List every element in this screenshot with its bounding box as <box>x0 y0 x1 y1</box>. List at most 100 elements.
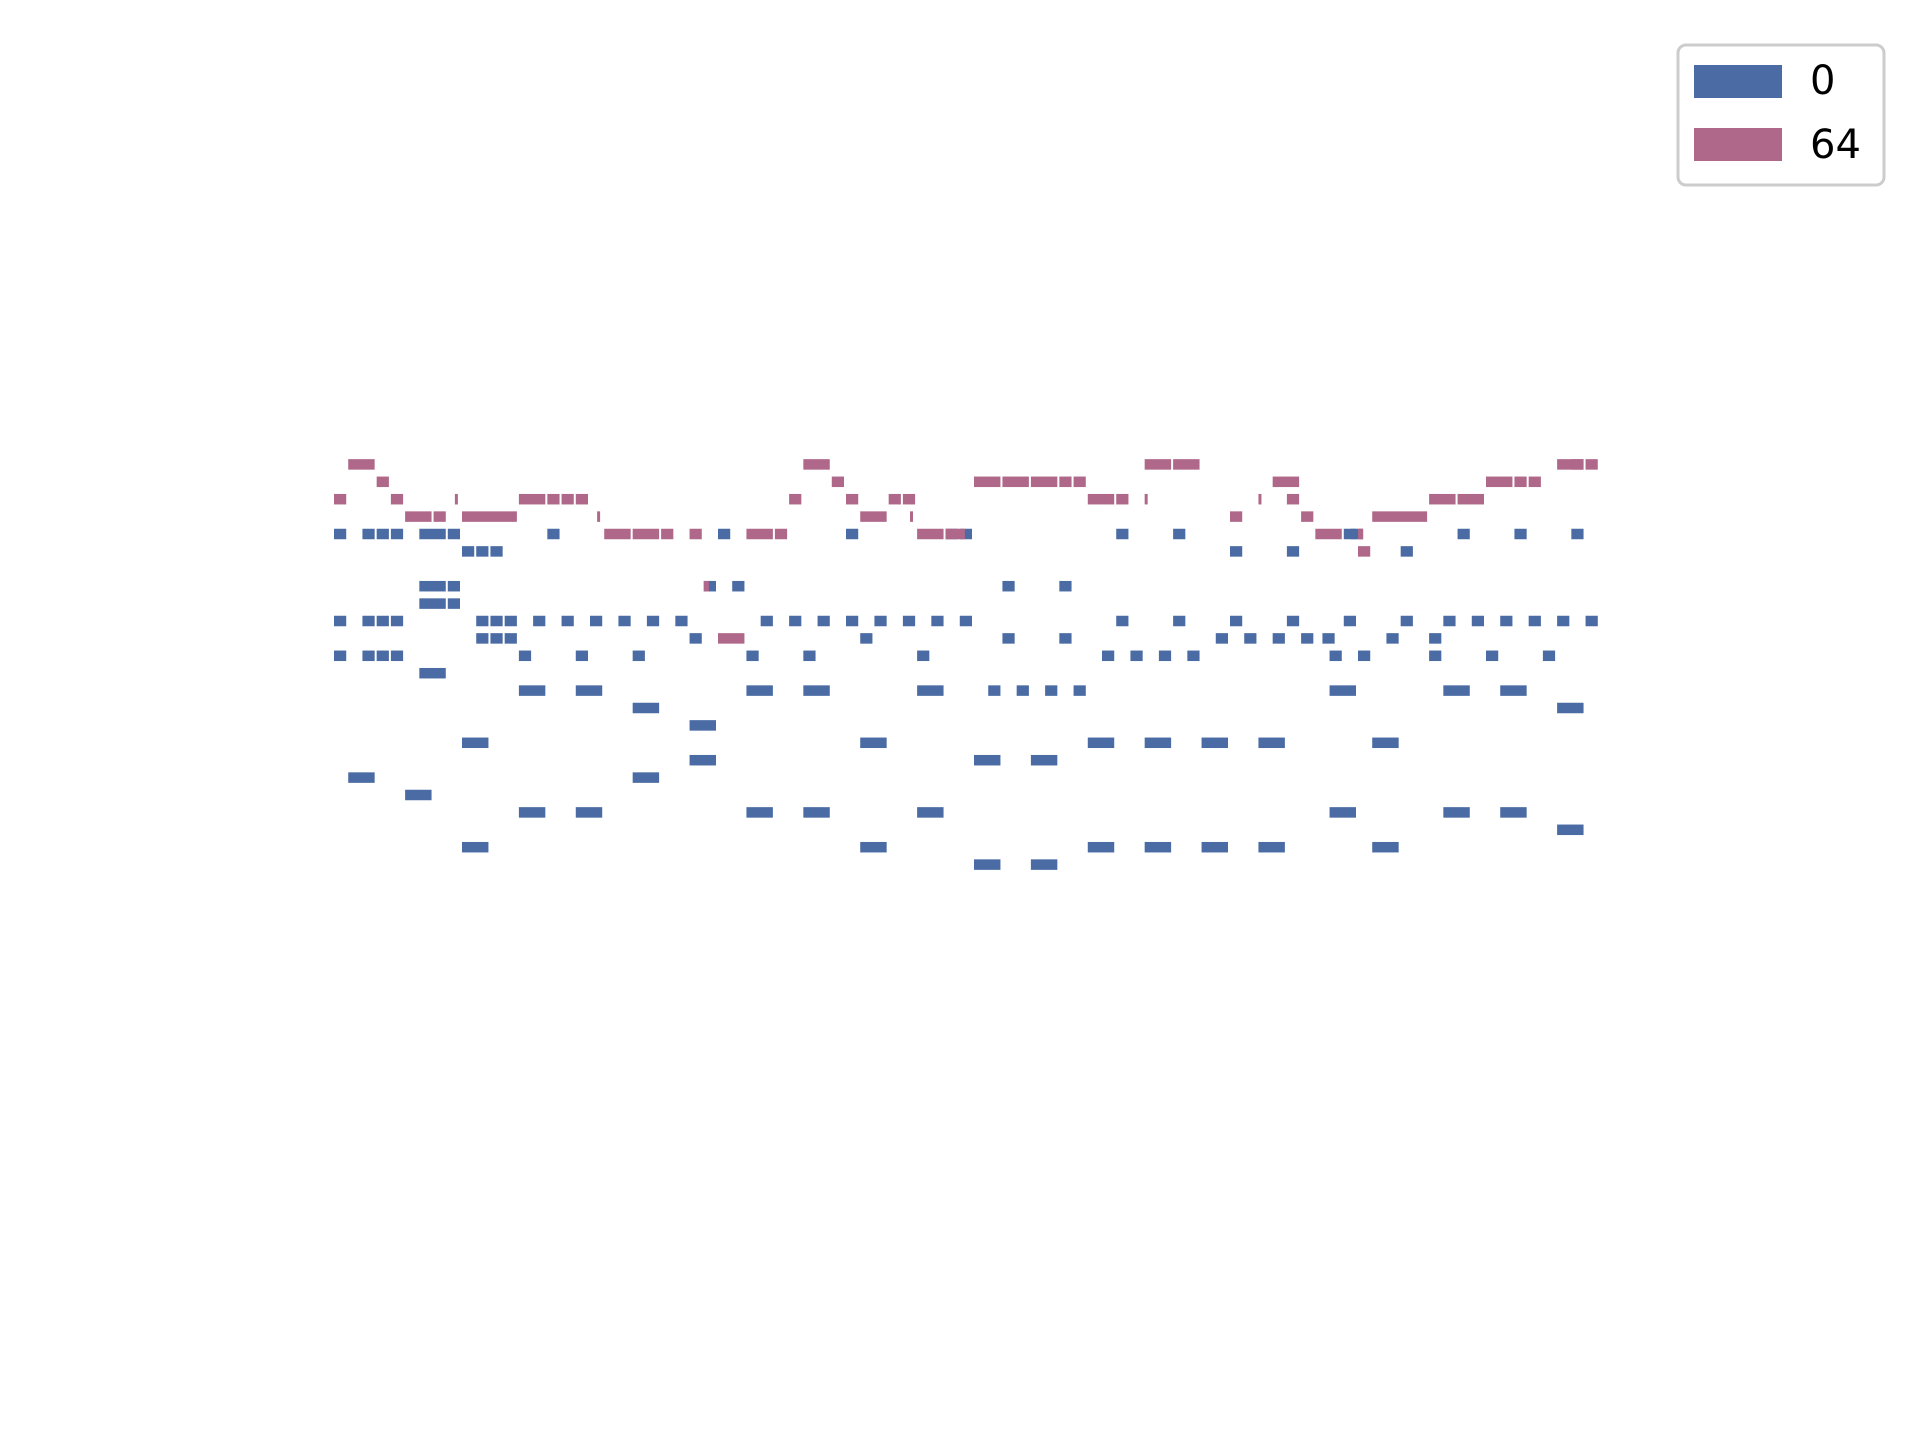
note-series-0-141 <box>1258 841 1285 853</box>
note-series-0-62 <box>1585 615 1598 627</box>
note-series-1-15 <box>1486 476 1513 488</box>
note-series-1-16 <box>1514 476 1527 488</box>
note-series-0-66 <box>490 633 503 644</box>
note-series-0-111 <box>632 702 660 714</box>
note-series-0-130 <box>803 807 830 818</box>
note-series-0-41 <box>646 615 660 627</box>
note-series-1-34 <box>1429 493 1456 505</box>
note-series-0-35 <box>490 615 503 627</box>
note-series-1-28 <box>902 493 916 505</box>
note-series-0-136 <box>462 841 489 853</box>
note-series-0-123 <box>1030 754 1058 766</box>
note-series-0-96 <box>1486 650 1499 662</box>
note-series-0-142 <box>1372 841 1399 853</box>
note-series-1-51 <box>917 528 944 540</box>
note-series-0-106 <box>1045 685 1058 696</box>
note-series-0-101 <box>746 685 773 696</box>
note-series-0-90 <box>1130 650 1143 662</box>
note-series-0-29 <box>1059 580 1072 592</box>
note-series-0-49 <box>931 615 944 627</box>
note-series-0-18 <box>1343 528 1356 540</box>
note-series-0-63 <box>419 598 446 609</box>
note-series-0-30 <box>334 615 347 627</box>
note-series-1-17 <box>1528 476 1541 488</box>
series-0-notes <box>334 528 1598 870</box>
note-series-0-48 <box>902 615 916 627</box>
note-series-0-21 <box>1457 528 1470 540</box>
note-series-0-127 <box>518 807 546 818</box>
note-series-0-37 <box>533 615 546 627</box>
note-series-0-131 <box>917 807 944 818</box>
note-series-0-40 <box>618 615 631 627</box>
note-series-0-75 <box>1301 633 1314 644</box>
note-series-1-41 <box>910 511 913 522</box>
note-series-1-11 <box>1030 476 1058 488</box>
note-series-0-56 <box>1400 615 1413 627</box>
note-series-0-9 <box>547 528 560 540</box>
note-series-1-0 <box>348 459 375 470</box>
note-series-0-82 <box>390 650 404 662</box>
note-series-0-55 <box>1343 615 1356 627</box>
note-series-1-53 <box>1315 528 1342 540</box>
note-series-0-107 <box>1073 685 1086 696</box>
note-series-0-74 <box>1272 633 1285 644</box>
note-series-0-15 <box>1173 528 1186 540</box>
note-series-0-64 <box>447 598 460 609</box>
note-series-0-14 <box>1116 528 1129 540</box>
note-series-1-18 <box>334 493 347 505</box>
note-series-0-117 <box>1144 737 1172 749</box>
note-series-0-6 <box>462 546 475 557</box>
note-series-0-94 <box>1358 650 1371 662</box>
note-series-0-44 <box>789 615 802 627</box>
note-series-0-86 <box>746 650 759 662</box>
note-series-0-125 <box>632 772 660 783</box>
note-series-0-25 <box>447 580 460 592</box>
note-series-0-8 <box>490 546 503 557</box>
note-series-1-39 <box>597 511 601 522</box>
note-series-1-19 <box>390 493 404 505</box>
note-series-1-36 <box>405 511 432 522</box>
note-series-0-28 <box>1002 580 1015 592</box>
legend-swatch-series-1 <box>1694 128 1782 161</box>
note-series-0-57 <box>1443 615 1456 627</box>
note-series-0-85 <box>632 650 645 662</box>
note-series-1-21 <box>518 493 546 505</box>
note-series-0-4 <box>419 528 446 540</box>
legend-swatch-series-0 <box>1694 65 1782 98</box>
series-1-notes <box>334 459 1598 644</box>
note-series-0-114 <box>462 737 489 749</box>
note-series-1-42 <box>1230 511 1243 522</box>
note-series-0-78 <box>1429 633 1442 644</box>
note-series-0-60 <box>1528 615 1541 627</box>
note-series-0-133 <box>1443 807 1470 818</box>
note-series-0-51 <box>1116 615 1129 627</box>
note-series-0-58 <box>1471 615 1484 627</box>
note-series-0-23 <box>1571 528 1584 540</box>
note-series-0-33 <box>390 615 404 627</box>
note-series-0-1 <box>362 528 375 540</box>
note-series-1-6 <box>1585 459 1598 470</box>
note-series-0-108 <box>1329 685 1356 696</box>
note-series-1-8 <box>831 476 844 488</box>
note-series-0-5 <box>447 528 460 540</box>
note-series-0-27 <box>732 580 745 592</box>
note-series-0-73 <box>1244 633 1257 644</box>
note-series-0-3 <box>390 528 404 540</box>
note-series-1-1 <box>803 459 830 470</box>
note-series-0-65 <box>476 633 489 644</box>
note-series-1-12 <box>1059 476 1072 488</box>
note-series-0-116 <box>1087 737 1115 749</box>
note-series-1-48 <box>689 528 702 540</box>
note-series-1-35 <box>1457 493 1484 505</box>
note-series-0-87 <box>803 650 816 662</box>
note-series-0-120 <box>1372 737 1399 749</box>
note-series-0-132 <box>1329 807 1356 818</box>
note-series-0-36 <box>504 615 517 627</box>
note-series-0-26 <box>703 580 716 592</box>
note-series-0-46 <box>846 615 859 627</box>
note-series-1-22 <box>547 493 560 505</box>
note-series-0-52 <box>1173 615 1186 627</box>
note-series-1-44 <box>1372 511 1428 522</box>
